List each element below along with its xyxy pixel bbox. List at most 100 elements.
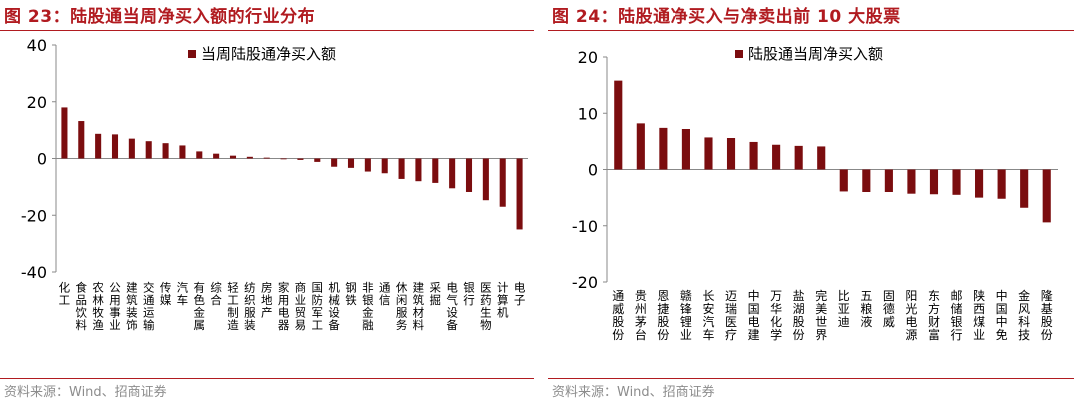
bar (952, 169, 961, 195)
source-rule (548, 378, 1074, 379)
bar (179, 145, 186, 159)
x-tick-label: 非银金融 (362, 281, 374, 333)
x-tick-label: 轻工制造 (227, 281, 239, 333)
x-tick-label: 阳光电源 (905, 289, 917, 342)
bar (398, 158, 405, 179)
bar (415, 158, 422, 182)
bar (61, 107, 68, 159)
bar (449, 158, 456, 189)
x-tick-label: 采掘 (430, 281, 442, 308)
y-tick-label: 0 (37, 150, 47, 169)
bar (381, 158, 388, 174)
source-rule (0, 378, 534, 379)
x-tick-label: 食品饮料 (76, 281, 88, 333)
x-tick-label: 赣锋锂业 (680, 289, 692, 342)
bar (997, 169, 1006, 199)
bar (465, 158, 473, 192)
industry-net-buy-panel: 图 23：陆股通当周净买入额的行业分布 -40 -20 0 20 40 化工 食品饮料 农林牧… (0, 7, 534, 400)
bar (817, 146, 826, 170)
source-note: 资料来源：Wind、招商证券 (4, 385, 167, 400)
bar (263, 157, 270, 159)
x-tick-label: 电气设备 (446, 281, 458, 333)
bar (1020, 169, 1029, 208)
bar (659, 127, 668, 170)
x-tick-label: 汽车 (177, 281, 189, 308)
y-tick-label: 10 (578, 104, 598, 123)
x-tick-label: 邮储银行 (951, 289, 963, 342)
x-tick-label: 通信 (379, 281, 391, 308)
bar (364, 158, 371, 172)
x-tick-label: 隆基股份 (1041, 288, 1053, 342)
y-tick-label: -10 (572, 217, 598, 236)
bar (499, 158, 506, 207)
bar (749, 141, 758, 170)
legend-swatch (735, 50, 743, 58)
bar (145, 141, 152, 159)
bar (297, 158, 304, 160)
y-tick-label: 40 (27, 36, 47, 55)
bar (128, 138, 135, 159)
bar (213, 153, 220, 159)
x-tick-label: 迈瑞医疗 (725, 289, 737, 342)
x-tick-label: 盐湖股份 (793, 289, 805, 342)
x-tick-label: 纺织服装 (244, 281, 256, 333)
x-tick-label: 长安汽车 (702, 289, 714, 342)
bar (862, 169, 871, 192)
x-tick-label: 金风科技 (1018, 288, 1030, 342)
x-tick-label: 房地产 (261, 281, 273, 320)
x-tick-label: 机械设备 (328, 281, 340, 333)
x-tick-label: 综合 (210, 281, 222, 308)
bar (1042, 169, 1051, 223)
x-tick-label: 完美世界 (815, 288, 827, 342)
x-tick-label: 中国中免 (996, 288, 1008, 342)
x-tick-label: 建筑材料 (413, 281, 425, 333)
bar (95, 133, 102, 159)
x-tick-label: 医药生物 (480, 281, 492, 333)
x-tick-label: 交通运输 (143, 281, 155, 333)
y-tick-label: -20 (572, 273, 598, 292)
title-rule (548, 30, 1074, 31)
x-tick-label: 贵州茅台 (635, 289, 647, 342)
x-tick-label: 万华化学 (770, 289, 782, 342)
bar (636, 123, 645, 170)
bar (482, 158, 489, 201)
x-tick-label: 五粮液 (860, 289, 872, 329)
bar (196, 151, 203, 159)
bar (794, 145, 803, 170)
bar (681, 129, 690, 170)
bar (347, 158, 355, 168)
title-rule (0, 30, 534, 31)
bar (229, 155, 237, 159)
bar (111, 134, 119, 159)
y-tick-label: 20 (27, 93, 47, 112)
y-tick-label: 0 (588, 161, 598, 180)
x-tick-label: 国防军工 (312, 281, 324, 333)
bar (726, 138, 736, 170)
bar (78, 121, 85, 159)
bar (929, 169, 939, 195)
bar (516, 158, 523, 230)
legend-swatch (188, 50, 196, 58)
bar (162, 143, 169, 159)
industry-net-buy-chart: -40 -20 0 20 40 化工食品饮料农林牧渔公用事业建筑装饰交通运输传媒汽车有色金… (21, 36, 528, 333)
x-tick-label: 钢铁 (345, 281, 357, 308)
x-tick-label: 中国电建 (748, 288, 760, 342)
legend-label: 当周陆股通净买入额 (201, 45, 336, 63)
source-note: 资料来源：Wind、招商证券 (552, 385, 715, 400)
bar (614, 80, 623, 170)
y-tick-label: -20 (21, 206, 47, 225)
y-tick-label: 20 (578, 48, 598, 67)
bar (839, 169, 848, 192)
bar (907, 169, 916, 194)
x-tick-label: 建筑装饰 (126, 281, 138, 333)
x-tick-label: 农林牧渔 (92, 281, 104, 333)
x-tick-label: 固德威 (883, 289, 895, 329)
bar (975, 169, 984, 198)
bar (246, 156, 253, 159)
x-tick-label: 休闲服务 (396, 281, 408, 333)
figure-title: 图 23：陆股通当周净买入额的行业分布 (4, 7, 316, 27)
top-stocks-net-buy-panel: 图 24：陆股通净买入与净卖出前 10 大股票 -20 -10 0 10 20 通威股份贵… (548, 0, 1080, 403)
x-tick-label: 陕西煤业 (973, 288, 985, 342)
bar (280, 158, 287, 160)
x-tick-label: 公用事业 (109, 281, 121, 333)
